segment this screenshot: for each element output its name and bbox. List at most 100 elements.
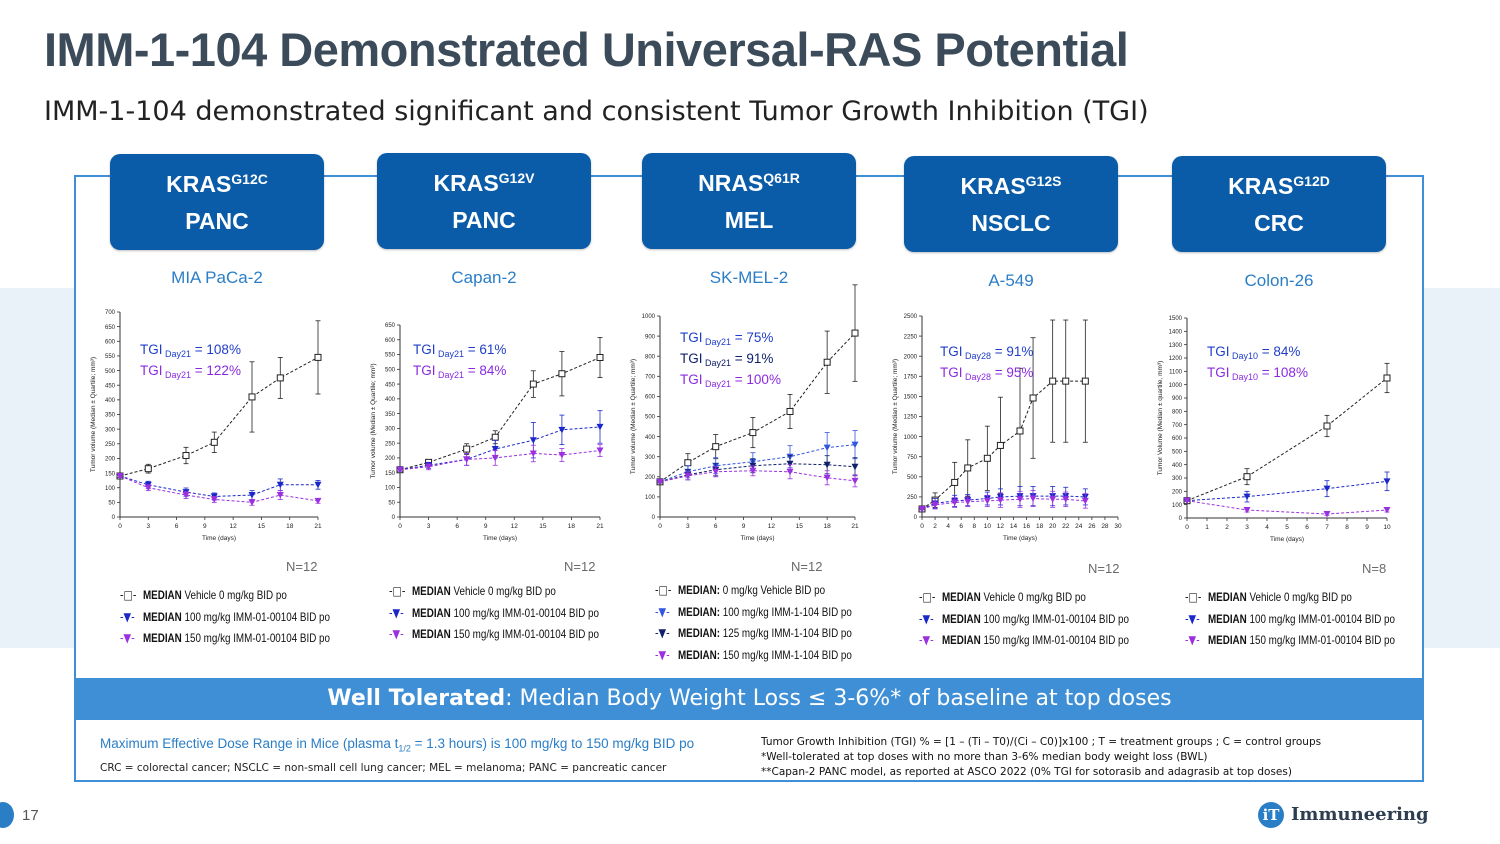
- data-point-triangle: [558, 426, 566, 434]
- tgi-value: = 108%: [1258, 365, 1308, 380]
- data-point-square: [951, 478, 959, 486]
- x-tick-label: 2: [933, 523, 937, 530]
- data-point-square: [1243, 473, 1251, 481]
- y-tick-label: 0: [112, 515, 116, 521]
- legend-5: -□- MEDIAN Vehicle 0 mg/kg BID po -▼- MEDI…: [1185, 590, 1441, 655]
- tgi-annotation: TGI Day21 = 100%: [680, 372, 781, 389]
- x-tick-label: 0: [920, 523, 924, 530]
- panel-header-3: NRASQ61R MEL: [642, 153, 856, 249]
- data-point-triangle: [396, 466, 404, 474]
- tgi-label: TGI: [680, 351, 703, 366]
- n-label: N=12: [564, 559, 596, 574]
- triangle-marker-icon: -▼-: [655, 647, 670, 662]
- x-tick-label: 18: [824, 523, 832, 530]
- y-tick-label: 500: [645, 415, 656, 421]
- y-axis-label: Tumor volume (Median ± Quartile; mm³): [892, 359, 899, 474]
- x-tick-label: 9: [484, 523, 488, 530]
- legend-item: -□- MEDIAN: 0 mg/kg Vehicle BID po: [655, 583, 852, 605]
- legend-bold: MEDIAN: [1207, 611, 1247, 626]
- x-axis-label: Time (days): [740, 535, 774, 542]
- legend-item: -▼- MEDIAN 100 mg/kg IMM-01-00104 BID po: [1185, 612, 1395, 634]
- y-axis-label: Tumor volume (Median ± Quartile; mm³): [630, 359, 637, 474]
- tgi-label: TGI: [680, 372, 703, 387]
- gene-label: KRAS: [960, 173, 1026, 199]
- legend-item: -▼- MEDIAN 150 mg/kg IMM-01-00104 BID po: [120, 631, 330, 653]
- y-tick-label: 500: [105, 369, 116, 375]
- mutation-label: G12D: [1293, 173, 1330, 189]
- x-tick-label: 26: [1088, 523, 1096, 530]
- y-tick-label: 1250: [904, 415, 918, 421]
- x-tick-label: 3: [1245, 524, 1249, 531]
- tgi-label: TGI: [140, 363, 163, 378]
- tgi-annotation: TGI Day21 = 75%: [680, 330, 773, 347]
- data-point-square: [1062, 377, 1070, 385]
- tgi-day: Day21: [703, 379, 732, 389]
- y-tick-label: 150: [385, 471, 396, 477]
- legend-3: -□- MEDIAN: 0 mg/kg Vehicle BID po -▼- MED…: [655, 583, 895, 669]
- tolerated-banner: Well Tolerated: Median Body Weight Loss …: [76, 678, 1423, 720]
- legend-item: -▼- MEDIAN: 125 mg/kg IMM-1-104 BID po: [655, 626, 852, 648]
- y-tick-label: 100: [645, 495, 656, 501]
- y-tick-label: 900: [1172, 396, 1183, 402]
- data-point-triangle: [1081, 497, 1089, 505]
- tgi-day: Day21: [163, 349, 192, 359]
- data-point-triangle: [931, 501, 939, 509]
- data-point-triangle: [996, 497, 1004, 504]
- cell-line-label: MIA PaCa-2: [171, 268, 263, 287]
- legend-item: -▼- MEDIAN: 150 mg/kg IMM-1-104 BID po: [655, 648, 852, 670]
- y-tick-label: 0: [914, 515, 918, 521]
- data-point-square: [529, 380, 537, 388]
- legend-bold: MEDIAN: [142, 588, 182, 602]
- series-line: [119, 475, 319, 503]
- y-tick-label: 300: [645, 455, 656, 461]
- x-tick-label: 0: [118, 523, 122, 530]
- y-tick-label: 2250: [904, 334, 918, 340]
- legend-text: 0 mg/kg Vehicle BID po: [720, 583, 826, 597]
- legend-bold: MEDIAN: [1207, 590, 1247, 604]
- legend-text: 150 mg/kg IMM-1-104 BID po: [720, 647, 852, 662]
- data-point-square: [558, 370, 566, 378]
- data-point-triangle: [1029, 495, 1037, 503]
- legend-bold: MEDIAN:: [677, 626, 721, 640]
- square-marker-icon: -□-: [1185, 590, 1202, 604]
- y-tick-label: 50: [388, 500, 395, 506]
- series-line: [921, 498, 1086, 510]
- data-point-square: [996, 441, 1004, 449]
- y-tick-label: 750: [907, 455, 918, 461]
- tgi-annotation: TGI Day21 = 108%: [140, 342, 241, 359]
- y-tick-label: 1300: [1169, 343, 1183, 349]
- footnote: **Capan-2 PANC model, as reported at ASC…: [761, 766, 1292, 778]
- x-tick-label: 6: [959, 523, 963, 530]
- tgi-label: TGI: [413, 363, 436, 378]
- x-tick-label: 10: [984, 523, 992, 530]
- legend-item: -▼- MEDIAN 100 mg/kg IMM-01-00104 BID po: [120, 610, 330, 632]
- legend-4: -□- MEDIAN Vehicle 0 mg/kg BID po -▼- MEDI…: [919, 590, 1175, 655]
- y-tick-label: 1000: [904, 435, 918, 441]
- tgi-value: = 91%: [731, 351, 773, 366]
- x-axis-label: Time (days): [202, 535, 236, 542]
- legend-item: -□- MEDIAN Vehicle 0 mg/kg BID po: [919, 590, 1129, 612]
- y-tick-label: 200: [645, 475, 656, 481]
- y-tick-label: 650: [385, 323, 396, 329]
- logo-mark-icon: iT: [1258, 802, 1284, 828]
- data-point-square: [1029, 394, 1037, 402]
- x-tick-label: 4: [946, 523, 950, 530]
- data-point-triangle: [276, 481, 284, 489]
- legend-bold: MEDIAN: [941, 611, 981, 626]
- y-tick-label: 1100: [1169, 370, 1183, 376]
- x-tick-label: 6: [455, 523, 459, 530]
- triangle-marker-icon: -▼-: [1185, 611, 1200, 626]
- x-tick-label: 21: [314, 523, 322, 530]
- x-tick-label: 2: [1225, 524, 1229, 531]
- y-tick-label: 700: [105, 310, 116, 316]
- tgi-label: TGI: [1207, 365, 1230, 380]
- mutation-label: G12V: [498, 170, 535, 186]
- legend-bold: MEDIAN:: [677, 583, 721, 597]
- x-tick-label: 15: [539, 523, 547, 530]
- y-tick-label: 300: [1172, 476, 1183, 482]
- tgi-annotation: TGI Day10 = 108%: [1207, 365, 1308, 382]
- mutation-label: Q61R: [763, 170, 800, 186]
- y-tick-label: 500: [385, 368, 396, 374]
- y-tick-label: 350: [105, 413, 116, 419]
- data-point-square: [1016, 427, 1024, 435]
